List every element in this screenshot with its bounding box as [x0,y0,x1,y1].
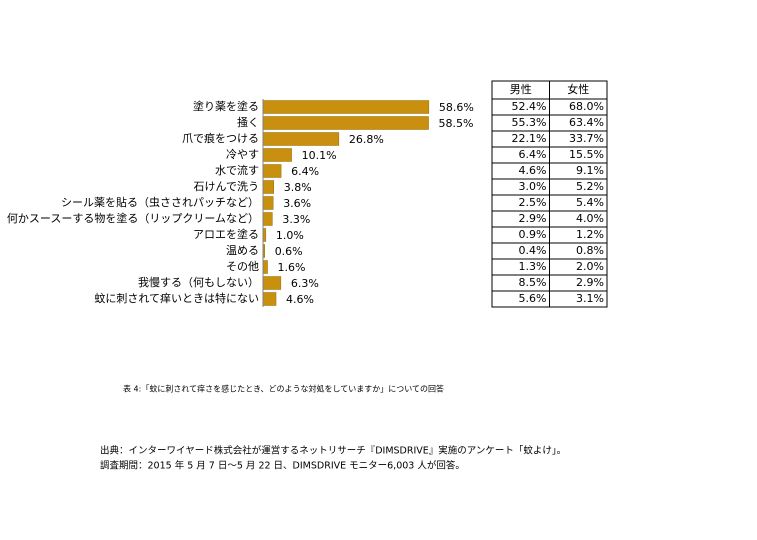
category-label: 何かスースーする物を塗る（リップクリームなど） [7,211,259,225]
bar [262,148,292,162]
bar [262,100,430,114]
value-label: 26.8% [349,133,384,146]
table-cell: 5.4% [576,196,604,209]
table-cell: 68.0% [569,100,604,113]
value-label: 3.8% [284,181,312,194]
category-label: アロエを塗る [193,227,259,241]
category-label: 塗り薬を塗る [193,99,259,113]
value-label: 1.0% [276,229,304,242]
value-label: 58.5% [439,117,474,130]
value-label: 1.6% [278,261,306,274]
bar [262,276,282,290]
bar [262,180,275,194]
category-label: 水で流す [215,163,259,177]
table-cell: 63.4% [569,116,604,129]
table-cell: 1.2% [576,228,604,241]
value-label: 4.6% [286,293,314,306]
table-header: 男性 [510,82,532,96]
table-cell: 9.1% [576,164,604,177]
bar [262,260,268,274]
table-cell: 2.9% [576,276,604,289]
table-cell: 4.0% [576,212,604,225]
table-cell: 52.4% [512,100,547,113]
table-cell: 55.3% [512,116,547,129]
table-cell: 2.5% [519,196,547,209]
value-label: 6.4% [291,165,319,178]
bar [262,196,274,210]
category-label: シール薬を貼る（虫さされパッチなど） [61,195,259,209]
table-cell: 3.0% [519,180,547,193]
value-label: 58.6% [439,101,474,114]
category-label: 石けんで洗う [194,180,259,193]
table-cell: 6.4% [519,148,547,161]
source-line: 調査期間：2015 年 5 月 7 日～5 月 22 日、DIMSDRIVE モ… [100,460,465,472]
table-cell: 1.3% [519,260,547,273]
value-label: 6.3% [291,277,319,290]
source-line: 出典：インターワイヤード株式会社が運営するネットリサーチ『DIMSDRIVE』実… [100,445,566,457]
table-cell: 8.5% [519,276,547,289]
category-label: 温める [226,244,259,257]
table-header: 女性 [567,82,589,96]
category-label: 蚊に刺されて痒いときは特にない [94,291,259,305]
category-label: 冷やす [226,148,259,161]
bar [262,292,277,306]
table-cell: 33.7% [569,132,604,145]
value-label: 0.6% [275,245,303,258]
table-cell: 0.4% [519,244,547,257]
table-cell: 2.0% [576,260,604,273]
table-cell: 5.2% [576,180,604,193]
table-cell: 3.1% [576,292,604,305]
table-cell: 2.9% [519,212,547,225]
bar [262,116,429,130]
category-label: 爪で痕をつける [182,131,259,145]
value-label: 3.6% [283,197,311,210]
value-label: 3.3% [282,213,310,226]
table-cell: 4.6% [519,164,547,177]
table-cell: 15.5% [569,148,604,161]
caption: 表 4:「蚊に刺されて痒さを感じたとき、どのような対処をしていますか」についての… [123,384,444,394]
bar [262,212,273,226]
category-label: その他 [226,260,259,273]
bar [262,132,340,146]
value-label: 10.1% [302,149,337,162]
table-cell: 5.6% [519,292,547,305]
table-cell: 22.1% [512,132,547,145]
bar [262,164,282,178]
table-cell: 0.8% [576,244,604,257]
category-label: 掻く [237,115,259,129]
category-label: 我慢する（何もしない） [138,276,259,289]
table-cell: 0.9% [519,228,547,241]
